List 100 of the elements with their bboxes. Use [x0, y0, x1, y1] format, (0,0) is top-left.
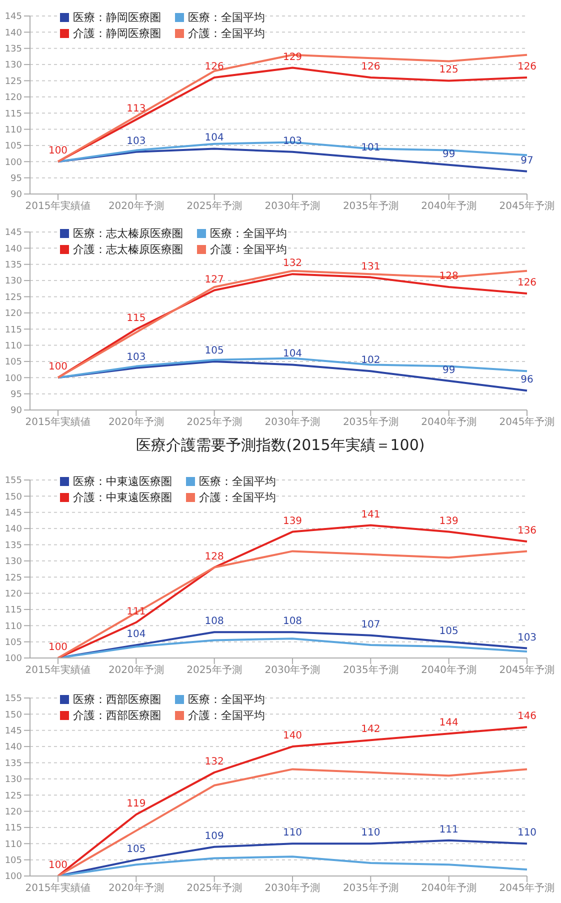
x-tick-label: 2020年予測	[108, 882, 164, 894]
x-tick-label: 2015年実績値	[25, 200, 91, 212]
data-label: 105	[204, 345, 224, 356]
legend-label: 介護：全国平均	[188, 708, 265, 723]
y-tick-label: 110	[4, 622, 22, 632]
y-tick-label: 115	[4, 109, 22, 120]
y-tick-label: 155	[4, 694, 22, 704]
data-label: 108	[282, 616, 302, 628]
data-label: 113	[126, 104, 146, 115]
legend-label: 医療：静岡医療圏	[73, 10, 161, 25]
x-tick-label: 2015年実績値	[25, 664, 91, 676]
y-tick-label: 115	[4, 606, 22, 616]
data-label: 103	[517, 632, 537, 644]
y-tick-label: 135	[4, 260, 22, 271]
data-label: 104	[282, 348, 302, 360]
data-label: 107	[361, 619, 380, 630]
y-tick-label: 140	[4, 28, 22, 38]
x-tick-label: 2040年予測	[421, 416, 477, 428]
legend-label: 介護：西部医療圏	[73, 708, 161, 723]
y-tick-label: 130	[4, 60, 22, 71]
legend-label: 介護：全国平均	[188, 26, 265, 41]
x-tick-label: 2045年予測	[499, 200, 555, 212]
x-tick-label: 2030年予測	[264, 200, 320, 212]
y-tick-label: 90	[10, 406, 22, 416]
data-label: 126	[204, 61, 224, 72]
x-tick-label: 2020年予測	[108, 416, 164, 428]
x-tick-label: 2040年予測	[421, 882, 477, 894]
y-tick-label: 105	[4, 142, 22, 152]
legend-label: 介護：志太榛原医療圏	[73, 242, 183, 257]
data-label: 136	[517, 525, 537, 536]
y-tick-label: 125	[4, 573, 22, 584]
data-label: 100	[48, 362, 68, 373]
data-label: 132	[204, 756, 224, 768]
x-tick-label: 2030年予測	[264, 664, 320, 676]
y-tick-label: 145	[4, 508, 22, 519]
y-tick-label: 125	[4, 791, 22, 802]
y-tick-label: 115	[4, 824, 22, 834]
y-tick-label: 140	[4, 742, 22, 753]
y-tick-label: 100	[4, 872, 22, 882]
data-label: 110	[517, 828, 537, 839]
y-tick-label: 115	[4, 325, 22, 336]
data-label: 139	[439, 516, 458, 527]
data-label: 105	[126, 844, 146, 855]
x-tick-label: 2035年予測	[342, 200, 398, 212]
x-tick-label: 2025年予測	[186, 882, 242, 894]
data-label: 127	[204, 274, 224, 286]
y-tick-label: 140	[4, 524, 22, 535]
data-label: 104	[126, 629, 146, 640]
data-label: 99	[442, 364, 456, 376]
legend-label: 介護：全国平均	[210, 242, 287, 257]
y-tick-label: 130	[4, 276, 22, 287]
x-tick-label: 2040年予測	[421, 664, 477, 676]
x-tick-label: 2045年予測	[499, 416, 555, 428]
legend-label: 医療：志太榛原医療圏	[73, 226, 183, 241]
data-label: 126	[517, 61, 537, 72]
chart-title: 医療介護需要予測指数(2015年実績＝100)	[135, 436, 426, 455]
y-tick-label: 120	[4, 93, 22, 104]
data-label: 131	[361, 261, 380, 272]
legend-label: 医療：全国平均	[210, 226, 287, 241]
y-tick-label: 110	[4, 341, 22, 352]
y-tick-label: 135	[4, 540, 22, 551]
x-tick-label: 2030年予測	[264, 416, 320, 428]
x-tick-label: 2035年予測	[342, 882, 398, 894]
x-tick-label: 2045年予測	[499, 882, 555, 894]
data-label: 126	[361, 61, 380, 72]
data-label: 132	[282, 258, 302, 270]
y-tick-label: 150	[4, 710, 22, 720]
data-label: 144	[439, 718, 458, 729]
data-label: 146	[517, 711, 537, 722]
x-tick-label: 2025年予測	[186, 416, 242, 428]
legend-label: 医療：中東遠医療圏	[73, 474, 172, 489]
y-tick-label: 105	[4, 856, 22, 866]
y-tick-label: 145	[4, 726, 22, 737]
data-label: 97	[520, 155, 534, 166]
x-tick-label: 2045年予測	[499, 664, 555, 676]
y-tick-label: 135	[4, 44, 22, 55]
legend-label: 介護：静岡医療圏	[73, 26, 161, 41]
data-label: 99	[442, 148, 456, 160]
legend-label: 介護：中東遠医療圏	[73, 490, 172, 505]
data-label: 108	[204, 616, 224, 628]
x-tick-label: 2015年実績値	[25, 882, 91, 894]
y-tick-label: 135	[4, 758, 22, 769]
data-label: 141	[361, 509, 380, 520]
data-label: 100	[48, 860, 68, 871]
x-tick-label: 2020年予測	[108, 664, 164, 676]
x-tick-label: 2020年予測	[108, 200, 164, 212]
x-tick-label: 2025年予測	[186, 664, 242, 676]
y-tick-label: 90	[10, 190, 22, 200]
y-tick-label: 120	[4, 807, 22, 818]
data-label: 126	[517, 277, 537, 288]
y-tick-label: 100	[4, 654, 22, 664]
data-label: 100	[48, 146, 68, 157]
y-tick-label: 95	[10, 174, 22, 184]
data-label: 128	[204, 551, 224, 562]
x-tick-label: 2015年実績値	[25, 416, 91, 428]
data-label: 115	[126, 313, 146, 324]
legend-label: 医療：全国平均	[188, 10, 265, 25]
x-tick-label: 2040年予測	[421, 200, 477, 212]
data-label: 142	[361, 724, 380, 736]
y-tick-label: 130	[4, 775, 22, 786]
